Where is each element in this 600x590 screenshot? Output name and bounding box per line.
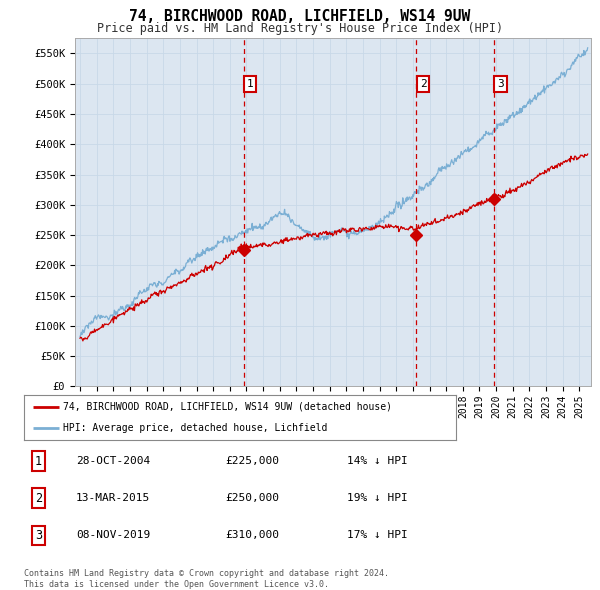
Text: 3: 3 — [497, 78, 504, 88]
Text: £225,000: £225,000 — [226, 456, 280, 466]
Text: £250,000: £250,000 — [226, 493, 280, 503]
Text: 2: 2 — [35, 491, 42, 505]
Text: 3: 3 — [35, 529, 42, 542]
Text: 2: 2 — [420, 78, 427, 88]
Text: 19% ↓ HPI: 19% ↓ HPI — [347, 493, 407, 503]
Text: 1: 1 — [35, 454, 42, 468]
Text: 17% ↓ HPI: 17% ↓ HPI — [347, 530, 407, 540]
Text: 1: 1 — [247, 78, 254, 88]
Text: 13-MAR-2015: 13-MAR-2015 — [76, 493, 150, 503]
Text: 08-NOV-2019: 08-NOV-2019 — [76, 530, 150, 540]
Text: Price paid vs. HM Land Registry's House Price Index (HPI): Price paid vs. HM Land Registry's House … — [97, 22, 503, 35]
Text: 74, BIRCHWOOD ROAD, LICHFIELD, WS14 9UW (detached house): 74, BIRCHWOOD ROAD, LICHFIELD, WS14 9UW … — [63, 402, 392, 412]
Text: Contains HM Land Registry data © Crown copyright and database right 2024.
This d: Contains HM Land Registry data © Crown c… — [24, 569, 389, 589]
Text: 74, BIRCHWOOD ROAD, LICHFIELD, WS14 9UW: 74, BIRCHWOOD ROAD, LICHFIELD, WS14 9UW — [130, 9, 470, 24]
Text: 28-OCT-2004: 28-OCT-2004 — [76, 456, 150, 466]
Text: HPI: Average price, detached house, Lichfield: HPI: Average price, detached house, Lich… — [63, 423, 327, 433]
Text: 14% ↓ HPI: 14% ↓ HPI — [347, 456, 407, 466]
Text: £310,000: £310,000 — [226, 530, 280, 540]
